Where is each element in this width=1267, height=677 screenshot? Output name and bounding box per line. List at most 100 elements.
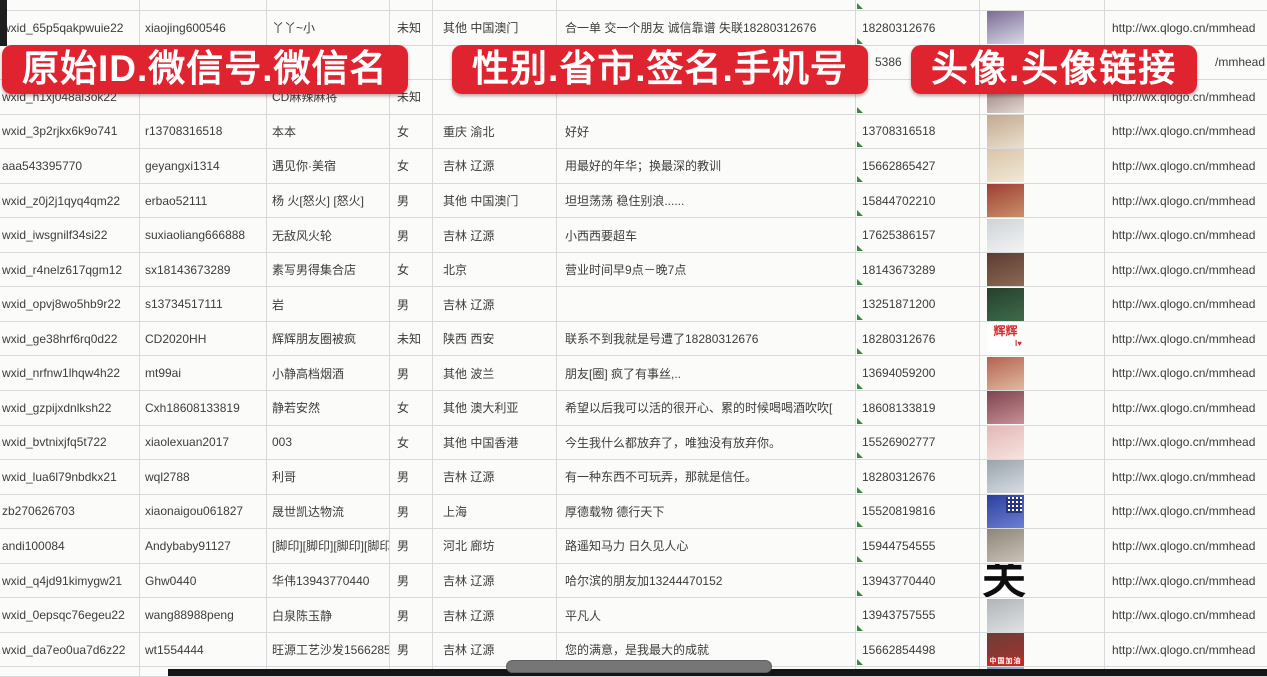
- cell-gender[interactable]: 女: [390, 252, 433, 288]
- cell-signature[interactable]: [557, 287, 856, 322]
- cell-region[interactable]: 其他 波兰: [433, 356, 557, 392]
- cell-gender[interactable]: 男: [390, 598, 433, 633]
- cell-avatar-url[interactable]: http://wx.qlogo.cn/mmhead: [1105, 529, 1267, 564]
- cell-original-id[interactable]: wxid_opvj8wo5hb9r22: [0, 287, 140, 322]
- cell-original-id[interactable]: aaa543395770: [0, 149, 140, 184]
- cell-region[interactable]: [433, 80, 557, 115]
- cell-avatar[interactable]: [980, 356, 1105, 392]
- cell-wechat-name[interactable]: 利哥: [267, 460, 390, 495]
- cell-avatar-url[interactable]: http://wx.qlogo.cn/mmhead: [1105, 564, 1267, 599]
- cell-wechat-name[interactable]: 华伟13943770440: [267, 563, 390, 599]
- cell-region[interactable]: 吉林 辽源: [433, 598, 557, 633]
- cell-wechat-name[interactable]: 辉辉朋友圈被疯: [267, 321, 390, 357]
- cell-avatar[interactable]: [980, 252, 1105, 288]
- cell-phone[interactable]: 17625386157: [856, 218, 980, 253]
- cell-wechat-name[interactable]: 旺源工艺沙发15662854: [267, 632, 390, 668]
- cell-wechat-name[interactable]: 静若安然: [267, 391, 390, 426]
- cell-region[interactable]: 重庆 渝北: [433, 114, 557, 150]
- cell-avatar[interactable]: [980, 218, 1105, 253]
- cell-gender[interactable]: [390, 0, 433, 11]
- cell-wechat-name[interactable]: 无敌风火轮: [267, 218, 390, 253]
- cell-phone[interactable]: 13943757555: [856, 598, 980, 633]
- cell-gender[interactable]: 未知: [390, 80, 433, 115]
- cell-region[interactable]: 其他 中国香港: [433, 425, 557, 461]
- cell-avatar-url[interactable]: http://wx.qlogo.cn/mmhead: [1105, 115, 1267, 150]
- cell-gender[interactable]: 女: [390, 114, 433, 150]
- cell-wechat-id[interactable]: sx18143673289: [140, 252, 267, 288]
- cell-gender[interactable]: 女: [390, 391, 433, 426]
- cell-avatar-url[interactable]: http://wx.qlogo.cn/mmhead: [1105, 149, 1267, 184]
- cell-gender[interactable]: 男: [390, 356, 433, 392]
- cell-wechat-id[interactable]: Ghw0440: [140, 563, 267, 599]
- cell-phone[interactable]: [856, 80, 980, 115]
- cell-phone[interactable]: 15662854498: [856, 632, 980, 668]
- cell-avatar[interactable]: [980, 598, 1105, 633]
- cell-region[interactable]: 其他 澳大利亚: [433, 391, 557, 426]
- cell-gender[interactable]: 男: [390, 183, 433, 219]
- cell-wechat-name[interactable]: 本本: [267, 114, 390, 150]
- cell-wechat-id[interactable]: wql2788: [140, 460, 267, 495]
- cell-phone[interactable]: 15662865427: [856, 149, 980, 184]
- cell-wechat-name[interactable]: 003: [267, 425, 390, 461]
- cell-avatar-url[interactable]: http://wx.qlogo.cn/mmhead: [1105, 11, 1267, 46]
- cell-gender[interactable]: 未知: [390, 321, 433, 357]
- cell-region[interactable]: 陕西 西安: [433, 321, 557, 357]
- cell-wechat-id[interactable]: suxiaoliang666888: [140, 218, 267, 253]
- cell-phone[interactable]: [856, 0, 980, 11]
- cell-avatar[interactable]: 关: [980, 563, 1105, 599]
- cell-wechat-name[interactable]: [267, 0, 390, 11]
- cell-original-id[interactable]: wxid_0epsqc76egeu22: [0, 598, 140, 633]
- cell-wechat-name[interactable]: 白泉陈玉静: [267, 598, 390, 633]
- cell-original-id[interactable]: wxid_ge38hrf6rq0d22: [0, 321, 140, 357]
- cell-phone[interactable]: 15526902777: [856, 425, 980, 461]
- cell-region[interactable]: 吉林 辽源: [433, 149, 557, 184]
- cell-signature[interactable]: 路遥知马力 日久见人心: [557, 529, 856, 564]
- cell-region[interactable]: 吉林 辽源: [433, 218, 557, 253]
- cell-gender[interactable]: 男: [390, 494, 433, 530]
- cell-original-id[interactable]: [0, 0, 140, 11]
- cell-wechat-id[interactable]: s13734517111: [140, 287, 267, 322]
- cell-gender[interactable]: 未知: [390, 11, 433, 46]
- cell-region[interactable]: 吉林 辽源: [433, 563, 557, 599]
- scrollbar-thumb[interactable]: [506, 660, 772, 673]
- cell-original-id[interactable]: wxid_r4nelz617qgm12: [0, 252, 140, 288]
- cell-phone[interactable]: 15844702210: [856, 183, 980, 219]
- cell-region[interactable]: 其他 中国澳门: [433, 11, 557, 46]
- cell-wechat-id[interactable]: wang88988peng: [140, 598, 267, 633]
- cell-avatar[interactable]: [980, 0, 1105, 11]
- cell-signature[interactable]: 小西西要超车: [557, 218, 856, 253]
- cell-avatar[interactable]: [980, 529, 1105, 564]
- cell-avatar-url[interactable]: http://wx.qlogo.cn/mmhead: [1105, 426, 1267, 461]
- cell-avatar-url[interactable]: http://wx.qlogo.cn/mmhead: [1105, 391, 1267, 426]
- cell-avatar-url[interactable]: http://wx.qlogo.cn/mmhead: [1105, 218, 1267, 253]
- cell-wechat-id[interactable]: geyangxi1314: [140, 149, 267, 184]
- cell-wechat-name[interactable]: 岩: [267, 287, 390, 322]
- cell-signature[interactable]: 平凡人: [557, 598, 856, 633]
- cell-original-id[interactable]: wxid_65p5qakpwuie22: [0, 11, 140, 46]
- cell-wechat-name[interactable]: 丫丫~小: [267, 11, 390, 46]
- cell-gender[interactable]: 男: [390, 529, 433, 564]
- cell-region[interactable]: 吉林 辽源: [433, 460, 557, 495]
- cell-original-id[interactable]: [0, 667, 140, 677]
- cell-avatar-url[interactable]: http://wx.qlogo.cn/mmhead: [1105, 598, 1267, 633]
- cell-gender[interactable]: 女: [390, 425, 433, 461]
- cell-avatar-url[interactable]: http://wx.qlogo.cn/mmhead: [1105, 460, 1267, 495]
- cell-original-id[interactable]: zb270626703: [0, 494, 140, 530]
- cell-gender[interactable]: 男: [390, 563, 433, 599]
- cell-wechat-id[interactable]: Andybaby91127: [140, 529, 267, 564]
- cell-avatar-url[interactable]: http://wx.qlogo.cn/mmhead: [1105, 322, 1267, 357]
- cell-avatar[interactable]: 辉辉 I♥: [980, 321, 1105, 357]
- cell-original-id[interactable]: wxid_nrfnw1lhqw4h22: [0, 356, 140, 392]
- cell-original-id[interactable]: wxid_z0j2j1qyq4qm22: [0, 183, 140, 219]
- cell-signature[interactable]: 希望以后我可以活的很开心、累的时候喝喝酒吹吹[: [557, 391, 856, 426]
- cell-wechat-name[interactable]: 晟世凯达物流: [267, 494, 390, 530]
- cell-signature[interactable]: 有一种东西不可玩弄，那就是信任。: [557, 460, 856, 495]
- cell-avatar[interactable]: 中国加油: [980, 632, 1105, 668]
- cell-phone[interactable]: 13694059200: [856, 356, 980, 392]
- cell-region[interactable]: 吉林 辽源: [433, 632, 557, 668]
- cell-original-id[interactable]: wxid_lua6l79nbdkx21: [0, 460, 140, 495]
- cell-wechat-id[interactable]: Cxh18608133819: [140, 391, 267, 426]
- cell-phone[interactable]: 18280312676: [856, 11, 980, 46]
- cell-phone[interactable]: 15944754555: [856, 529, 980, 564]
- cell-avatar[interactable]: [980, 425, 1105, 461]
